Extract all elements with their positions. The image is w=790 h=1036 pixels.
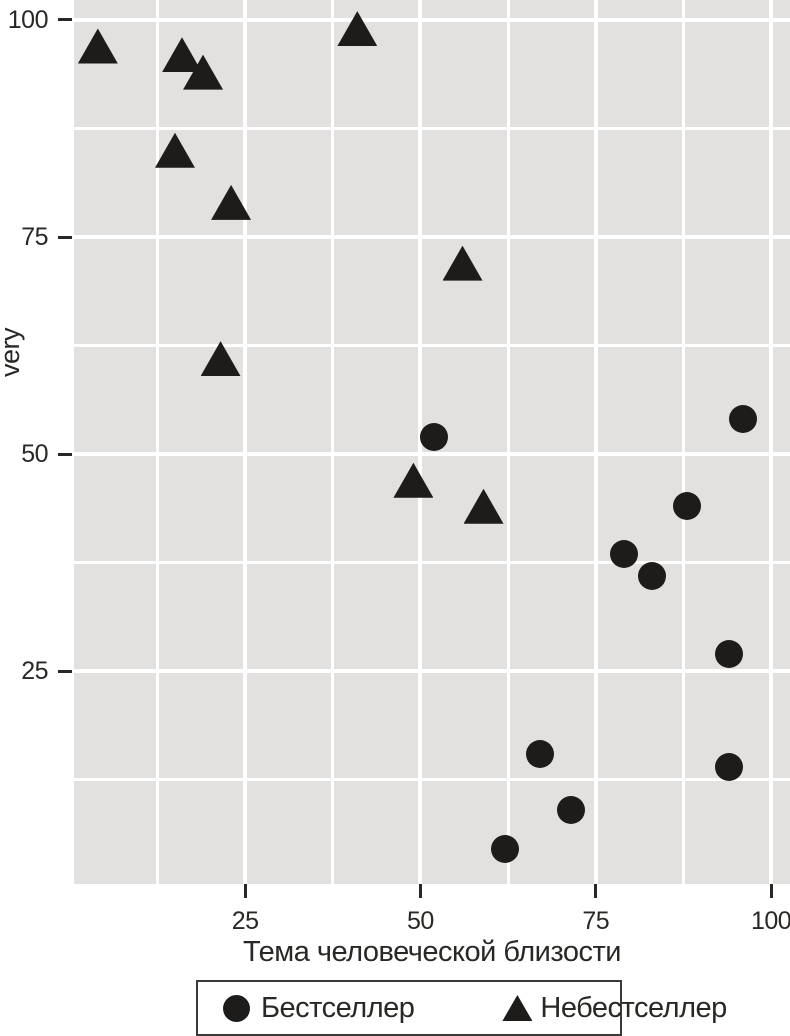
x-tick-label: 100 <box>750 907 790 935</box>
x-tick-mark <box>769 884 773 898</box>
data-point-triangle <box>463 488 504 524</box>
y-tick-mark <box>58 18 72 22</box>
legend: Бестселлер Небестселлер <box>196 980 727 1036</box>
gridline-minor-horizontal <box>74 561 790 565</box>
gridline-minor-horizontal <box>74 344 790 348</box>
data-point-circle <box>609 540 638 569</box>
legend-label-nonbestseller: Небестселлер <box>540 991 727 1024</box>
circle-marker-icon <box>223 994 250 1022</box>
data-point-circle <box>714 752 743 781</box>
gridline-major-vertical <box>418 0 423 884</box>
y-tick-label: 100 <box>7 5 49 34</box>
data-point-circle <box>490 835 519 864</box>
y-tick-mark <box>58 235 72 239</box>
x-tick-mark <box>594 884 598 898</box>
gridline-minor-vertical <box>155 0 159 884</box>
x-tick-mark <box>243 884 247 898</box>
data-point-triangle <box>337 11 378 47</box>
y-tick-label: 25 <box>21 657 48 686</box>
y-tick-mark <box>58 452 72 456</box>
data-point-circle <box>420 422 449 451</box>
x-tick-label: 75 <box>582 907 610 935</box>
x-tick-mark <box>418 884 422 898</box>
gridline-minor-vertical <box>506 0 510 884</box>
gridline-major-vertical <box>593 0 598 884</box>
gridline-major-vertical <box>243 0 248 884</box>
y-tick-label: 50 <box>21 440 48 469</box>
gridline-minor-horizontal <box>74 127 790 131</box>
legend-item-nonbestseller: Небестселлер <box>502 991 727 1025</box>
legend-item-bestseller: Бестселлер <box>223 991 415 1025</box>
x-axis-label: Тема человеческой близости <box>243 936 621 968</box>
data-point-triangle <box>77 28 118 64</box>
gridline-minor-horizontal <box>74 778 790 782</box>
data-point-circle <box>525 739 554 768</box>
gridline-major-vertical <box>769 0 774 884</box>
plot-area <box>74 0 790 884</box>
data-point-circle <box>714 639 743 668</box>
triangle-marker-icon <box>502 995 533 1021</box>
gridline-minor-vertical <box>331 0 335 884</box>
x-tick-label: 50 <box>407 907 434 935</box>
gridline-minor-vertical <box>681 0 685 884</box>
data-point-triangle <box>393 462 434 498</box>
x-tick-label: 25 <box>231 907 259 935</box>
data-point-triangle <box>442 245 483 281</box>
gridline-major-horizontal <box>74 235 790 240</box>
data-point-triangle <box>154 132 195 168</box>
gridline-major-horizontal <box>74 17 790 22</box>
data-point-circle <box>637 561 666 590</box>
y-tick-label: 75 <box>21 223 48 252</box>
y-tick-mark <box>58 669 72 673</box>
data-point-circle <box>672 492 701 521</box>
y-axis-label: very <box>0 328 25 378</box>
gridline-major-horizontal <box>74 452 790 457</box>
data-point-circle <box>729 405 757 434</box>
data-point-circle <box>557 796 586 825</box>
legend-label-bestseller: Бестселлер <box>261 991 415 1024</box>
gridline-major-horizontal <box>74 669 790 674</box>
